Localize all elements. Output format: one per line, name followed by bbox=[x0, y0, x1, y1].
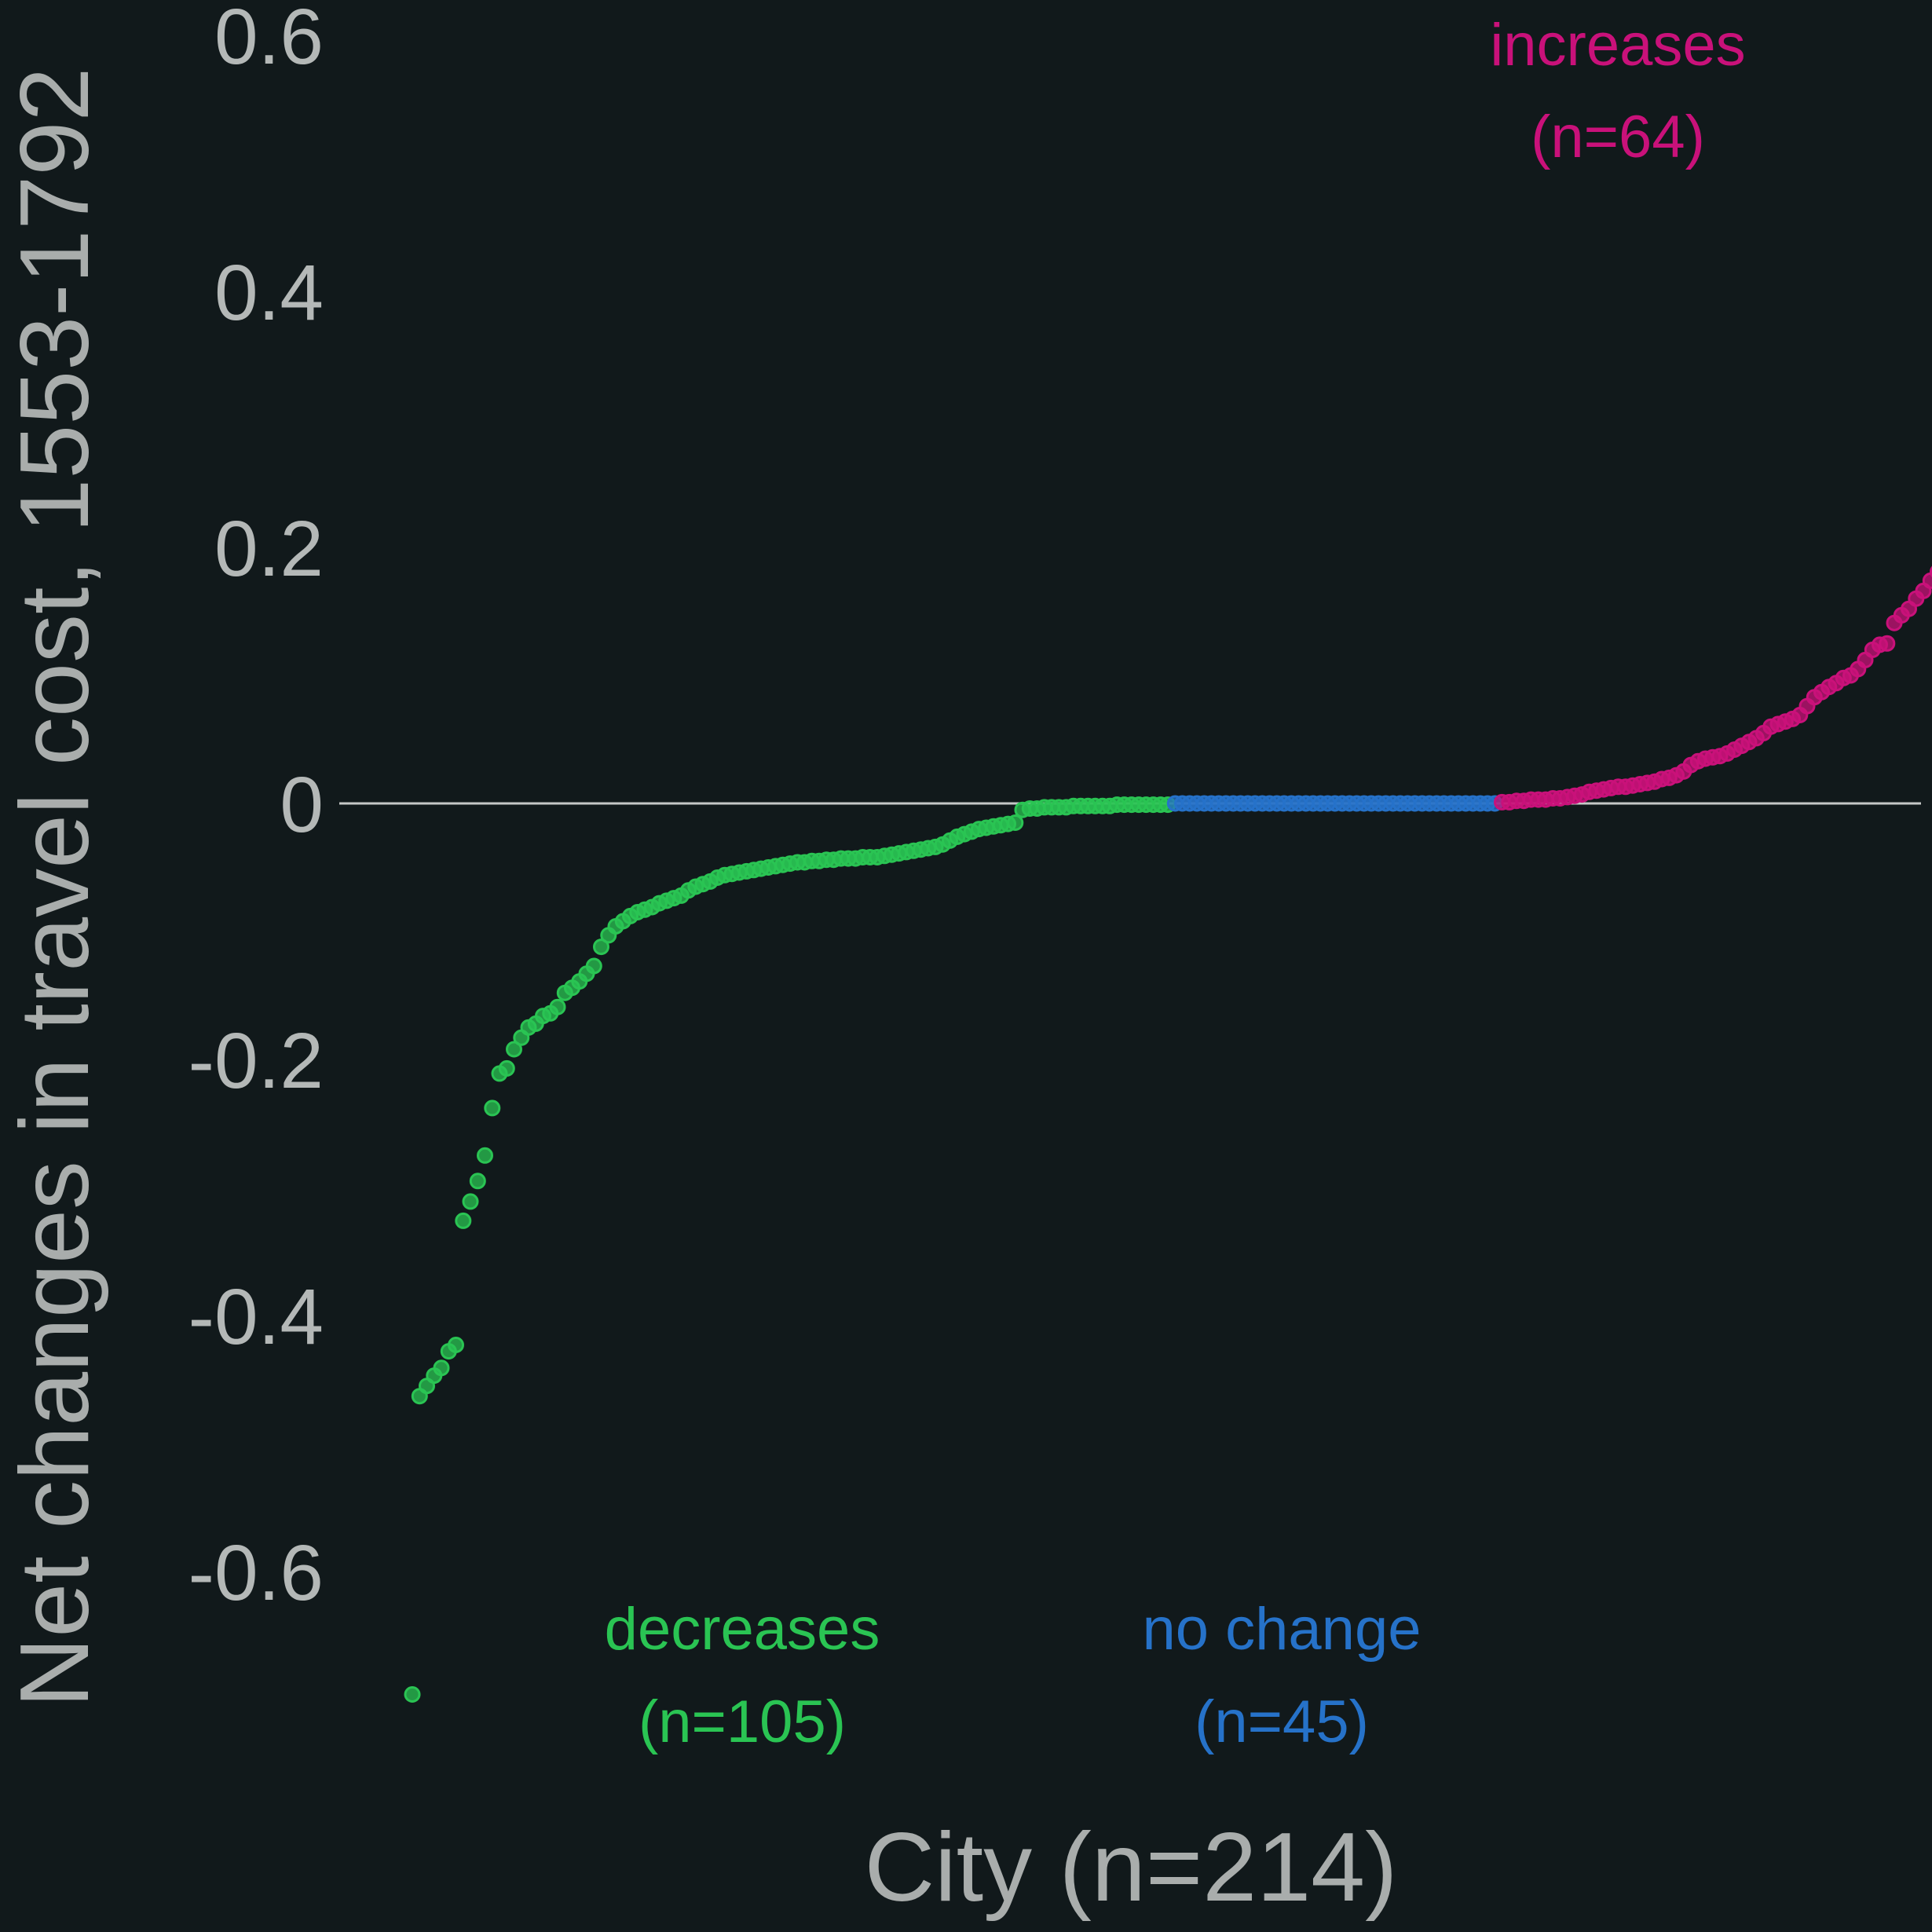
y-tick-label: -0.2 bbox=[188, 1017, 324, 1105]
data-points bbox=[404, 565, 1932, 1703]
y-tick-label: 0.2 bbox=[214, 505, 324, 593]
y-axis-title: Net changes in travel cost, 1553-1792 bbox=[1, 68, 109, 1708]
group-label-decreases: decreases bbox=[605, 1596, 880, 1663]
group-label-no_change: no change bbox=[1143, 1596, 1422, 1663]
data-point-decreases bbox=[448, 1337, 464, 1353]
group-labels: decreases (n=105) no change (n=45) increases… bbox=[605, 12, 1746, 1755]
data-point-decreases bbox=[404, 1686, 421, 1703]
data-point-decreases bbox=[477, 1147, 493, 1164]
data-point-increases bbox=[1879, 635, 1896, 652]
y-tick-label: 0.6 bbox=[214, 0, 324, 81]
data-point-decreases bbox=[585, 957, 602, 975]
data-point-decreases bbox=[593, 939, 609, 956]
y-tick-label: -0.6 bbox=[188, 1529, 324, 1617]
y-tick-label: 0 bbox=[280, 761, 324, 849]
group-label-increases: increases bbox=[1490, 12, 1745, 79]
group-count-increases: (n=64) bbox=[1531, 104, 1705, 170]
y-tick-label: 0.4 bbox=[214, 249, 324, 337]
data-point-decreases bbox=[462, 1193, 479, 1210]
group-count-decreases: (n=105) bbox=[639, 1689, 846, 1755]
data-point-decreases bbox=[549, 998, 566, 1015]
data-point-decreases bbox=[455, 1212, 472, 1229]
group-count-no_change: (n=45) bbox=[1195, 1689, 1369, 1755]
data-point-decreases bbox=[469, 1173, 486, 1190]
data-point-decreases bbox=[433, 1359, 450, 1377]
x-axis-title: City (n=214) bbox=[865, 1813, 1398, 1922]
y-axis-ticks: 0.6 0.4 0.2 0 -0.2 -0.4 -0.6 bbox=[188, 0, 324, 1617]
data-point-decreases bbox=[484, 1100, 501, 1117]
data-point-decreases bbox=[506, 1041, 522, 1058]
data-point-decreases bbox=[498, 1059, 515, 1077]
y-tick-label: -0.4 bbox=[188, 1273, 324, 1361]
data-point-decreases bbox=[1007, 814, 1024, 831]
